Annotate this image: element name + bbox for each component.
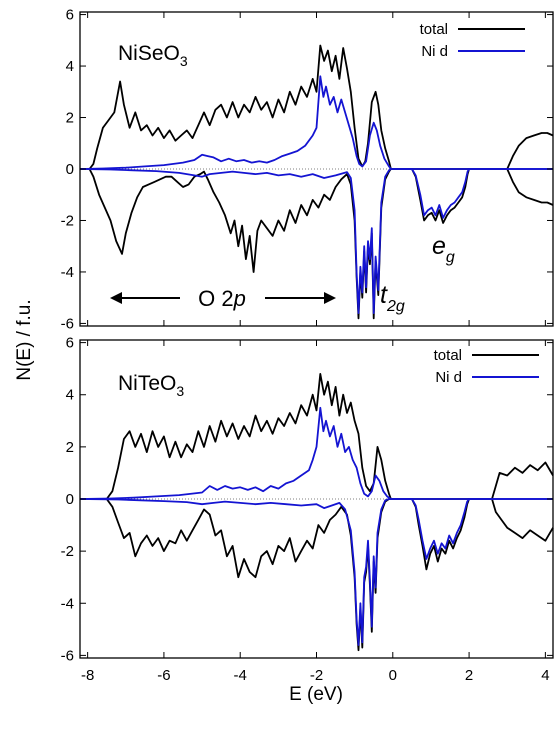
- panel-bottom-title: NiTeO3: [118, 372, 184, 399]
- o2p-arrowhead-right: [324, 292, 336, 304]
- y-tick-label: 4: [66, 387, 74, 404]
- legend-nid-label: Ni d: [435, 369, 462, 386]
- y-tick-label: -2: [61, 212, 74, 229]
- y-tick-label: 0: [66, 161, 74, 178]
- o2p-arrowhead-left: [110, 292, 122, 304]
- x-tick-label: -8: [81, 667, 94, 684]
- x-tick-label: -6: [157, 667, 170, 684]
- y-tick-label: 6: [66, 7, 74, 24]
- y-tick-label: -6: [61, 315, 74, 332]
- legend-total-label: total: [434, 347, 462, 364]
- eg-label: eg: [432, 232, 455, 266]
- y-tick-label: -4: [61, 595, 74, 612]
- panel-bottom-x-ticks: -8 -6 -4 -2 0 2 4: [81, 340, 550, 684]
- y-axis-label: N(E) / f.u.: [14, 299, 35, 380]
- series-total-down-line: [80, 498, 554, 652]
- x-tick-label: -2: [310, 667, 323, 684]
- panel-bottom-title-sub: 3: [176, 383, 184, 399]
- panel-top-title-base: NiSeO: [118, 42, 180, 65]
- y-tick-label: 4: [66, 58, 74, 75]
- series-ni-d-down-line: [79, 168, 553, 315]
- panel-bottom-legend: total Ni d: [434, 347, 539, 386]
- panel-top-legend: total Ni d: [420, 21, 525, 60]
- y-tick-label: 6: [66, 335, 74, 352]
- panel-top-y-ticks: -6 -4 -2 0 2 4 6: [61, 7, 553, 332]
- y-tick-label: -2: [61, 543, 74, 560]
- series-total-up-line: [80, 44, 554, 170]
- y-tick-label: 2: [66, 110, 74, 127]
- panel-top: -6 -4 -2 0 2 4 6 NiSeO3 total Ni d O 2p t2g eg: [61, 7, 554, 332]
- panel-bottom-plot: [79, 372, 554, 652]
- eg-label-base: e: [432, 232, 446, 260]
- y-tick-label: 2: [66, 439, 74, 456]
- series-ni-d-down-line: [79, 498, 553, 646]
- x-axis-label: E (eV): [289, 684, 343, 705]
- panel-bottom-y-ticks: -6 -4 -2 0 2 4 6: [61, 335, 553, 664]
- panel-top-plot: [79, 12, 554, 326]
- x-tick-label: 4: [541, 667, 549, 684]
- legend-total-label: total: [420, 21, 448, 38]
- y-tick-label: -4: [61, 264, 74, 281]
- x-tick-label: 0: [389, 667, 397, 684]
- panel-top-title-sub: 3: [180, 53, 188, 69]
- t2g-label-base: t: [380, 281, 388, 309]
- y-tick-label: -6: [61, 647, 74, 664]
- y-tick-label: 0: [66, 491, 74, 508]
- series-total-up-line: [80, 372, 554, 500]
- o2p-label: O 2p: [198, 286, 246, 311]
- x-tick-label: -4: [234, 667, 247, 684]
- series-total-down-line: [80, 168, 554, 320]
- eg-label-sub: g: [446, 249, 455, 266]
- series-ni-d-up-line: [79, 75, 553, 170]
- panel-top-title: NiSeO3: [118, 42, 188, 69]
- o2p-label-italic: p: [233, 286, 246, 311]
- o2p-label-base: O 2: [198, 286, 233, 311]
- legend-nid-label: Ni d: [421, 43, 448, 60]
- t2g-label-sub: 2g: [386, 298, 405, 315]
- t2g-label: t2g: [380, 281, 405, 315]
- panel-bottom-title-base: NiTeO: [118, 372, 176, 395]
- o2p-annotation: O 2p: [110, 286, 336, 311]
- x-tick-label: 2: [465, 667, 473, 684]
- series-ni-d-up-line: [79, 406, 553, 500]
- panel-bottom: -6 -4 -2 0 2 4 6 -8 -6 -4 -2 0 2 4 NiTeO3 total Ni d…: [61, 335, 554, 705]
